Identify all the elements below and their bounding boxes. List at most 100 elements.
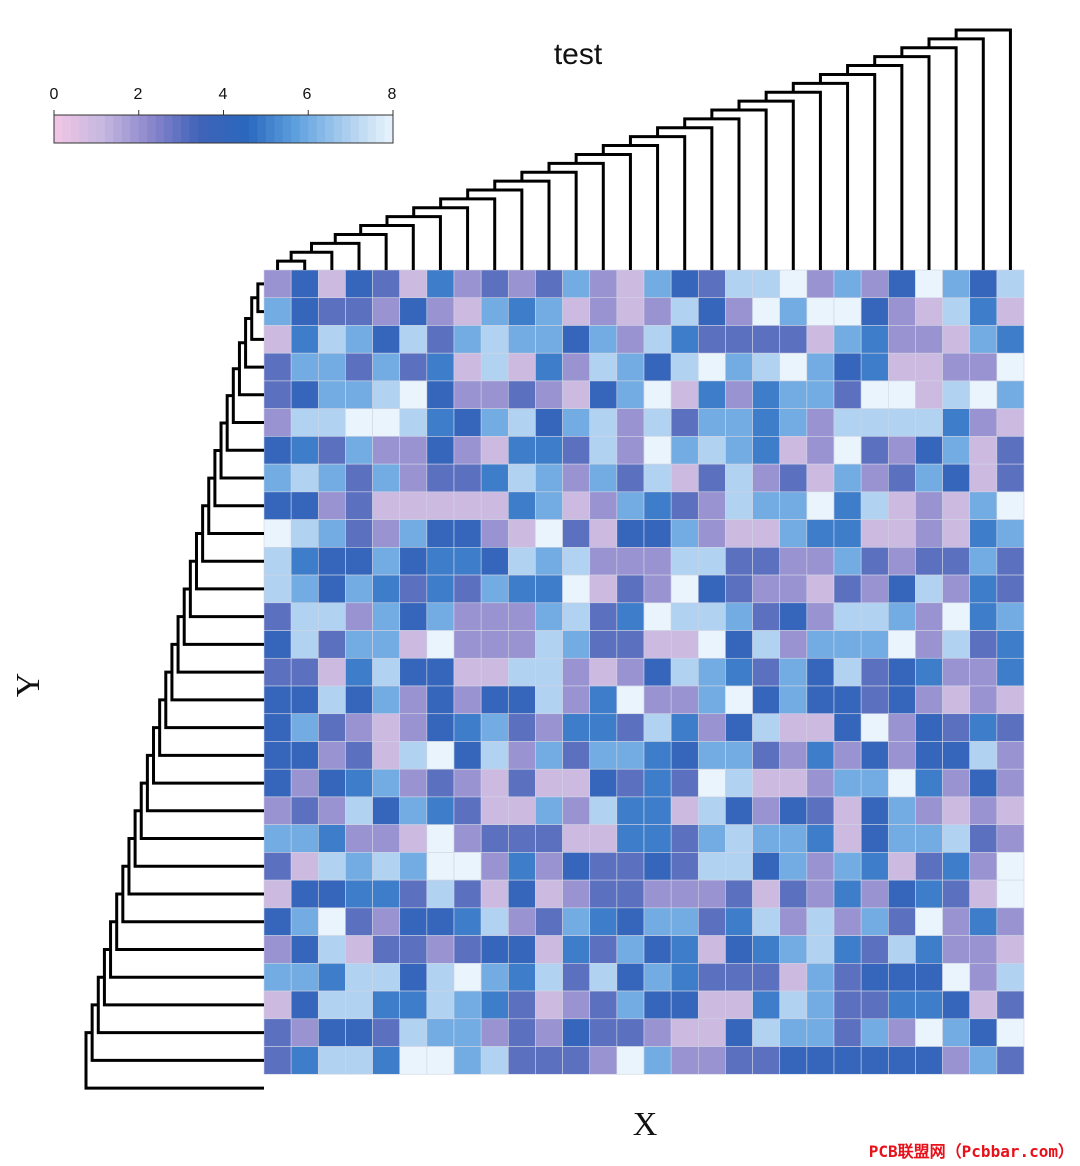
dendrogram-branch xyxy=(256,282,264,314)
heatmap-cell xyxy=(915,935,943,964)
heatmap-cell xyxy=(263,713,292,742)
heatmap-cell xyxy=(589,463,618,493)
heatmap-cell xyxy=(969,1018,998,1047)
heatmap-cell xyxy=(969,963,998,992)
heatmap-cell xyxy=(372,796,401,825)
heatmap-cell xyxy=(860,602,889,631)
heatmap-cell xyxy=(453,824,482,853)
colorbar-tick-label: 8 xyxy=(387,86,397,103)
heatmap-cell xyxy=(589,824,618,853)
heatmap-cell xyxy=(507,852,536,881)
heatmap-cell xyxy=(317,852,346,881)
heatmap-cell xyxy=(670,269,699,299)
heatmap-cell xyxy=(480,768,509,798)
heatmap-cell xyxy=(670,741,699,770)
heatmap-cell xyxy=(263,963,292,992)
heatmap-cell xyxy=(697,1018,726,1047)
heatmap-cell xyxy=(480,685,509,715)
heatmap-cell xyxy=(480,491,509,520)
heatmap-cell xyxy=(426,1018,455,1047)
heatmap-cell xyxy=(589,768,618,798)
heatmap-cell xyxy=(453,935,482,964)
heatmap-cell xyxy=(317,879,346,909)
heatmap-cell xyxy=(290,352,319,382)
heatmap-cell xyxy=(942,463,971,493)
heatmap-cell xyxy=(562,963,591,992)
heatmap-cell xyxy=(562,436,591,465)
heatmap-cell xyxy=(616,1018,645,1047)
heatmap-cell xyxy=(779,519,808,548)
heatmap-cell xyxy=(507,741,536,770)
heatmap-cell xyxy=(345,574,373,604)
heatmap-cell xyxy=(372,269,401,299)
colorbar-tick-label: 0 xyxy=(49,86,59,103)
heatmap-cell xyxy=(589,990,618,1020)
heatmap-cell xyxy=(697,574,726,604)
heatmap-cell xyxy=(507,547,536,576)
heatmap-cell xyxy=(915,879,943,909)
heatmap-cell xyxy=(643,519,672,548)
heatmap-cell xyxy=(833,713,862,742)
heatmap-cell xyxy=(860,907,889,936)
heatmap-cell xyxy=(453,990,482,1020)
heatmap-cell xyxy=(317,463,346,493)
heatmap-cell xyxy=(860,741,889,770)
heatmap-cell xyxy=(372,408,401,437)
heatmap-cell xyxy=(535,990,563,1020)
heatmap-cell xyxy=(942,602,971,631)
colorbar-segment xyxy=(198,115,208,143)
heatmap-cell xyxy=(480,796,509,825)
heatmap-cell xyxy=(399,741,428,770)
heatmap-cell xyxy=(942,352,971,382)
heatmap-cell xyxy=(887,741,916,770)
heatmap-cell xyxy=(860,657,889,687)
heatmap-cell xyxy=(562,1018,591,1047)
heatmap-cell xyxy=(752,408,781,437)
heatmap-cell xyxy=(833,380,862,409)
heatmap-cell xyxy=(752,630,781,659)
heatmap-cell xyxy=(996,519,1025,548)
heatmap-cell xyxy=(915,685,943,715)
heatmap-cell xyxy=(833,768,862,798)
heatmap-cell xyxy=(887,713,916,742)
heatmap-cell xyxy=(290,685,319,715)
heatmap-cell xyxy=(263,741,292,770)
heatmap-cell xyxy=(806,325,835,354)
heatmap-cell xyxy=(833,935,862,964)
heatmap-cell xyxy=(535,325,563,354)
colorbar-segment xyxy=(282,115,292,143)
heatmap-cell xyxy=(399,768,428,798)
heatmap-cell xyxy=(562,685,591,715)
heatmap-cell xyxy=(942,713,971,742)
heatmap-cell xyxy=(779,685,808,715)
heatmap-cell xyxy=(860,269,889,299)
heatmap-cell xyxy=(670,1046,699,1075)
heatmap-cell xyxy=(969,463,998,493)
heatmap-cell xyxy=(887,380,916,409)
heatmap-cell xyxy=(399,602,428,631)
heatmap-cell xyxy=(670,852,699,881)
heatmap-cell xyxy=(480,325,509,354)
heatmap-cell xyxy=(535,657,563,687)
heatmap-cell xyxy=(589,547,618,576)
heatmap-cell xyxy=(643,1018,672,1047)
heatmap-cell xyxy=(263,408,292,437)
heatmap-cell xyxy=(752,352,781,382)
heatmap-cell xyxy=(372,1046,401,1075)
heatmap-cell xyxy=(697,824,726,853)
heatmap-cell xyxy=(969,547,998,576)
heatmap-cell xyxy=(643,824,672,853)
heatmap-cell xyxy=(643,963,672,992)
heatmap-cell xyxy=(535,436,563,465)
heatmap-cell xyxy=(453,713,482,742)
heatmap-cell xyxy=(345,657,373,687)
heatmap-cell xyxy=(562,352,591,382)
heatmap-cell xyxy=(779,824,808,853)
heatmap-cell xyxy=(290,547,319,576)
heatmap-cell xyxy=(643,352,672,382)
heatmap-cell xyxy=(779,1018,808,1047)
heatmap-cell xyxy=(399,297,428,326)
heatmap-cell xyxy=(317,547,346,576)
heatmap-cell xyxy=(697,491,726,520)
heatmap-cell xyxy=(806,963,835,992)
